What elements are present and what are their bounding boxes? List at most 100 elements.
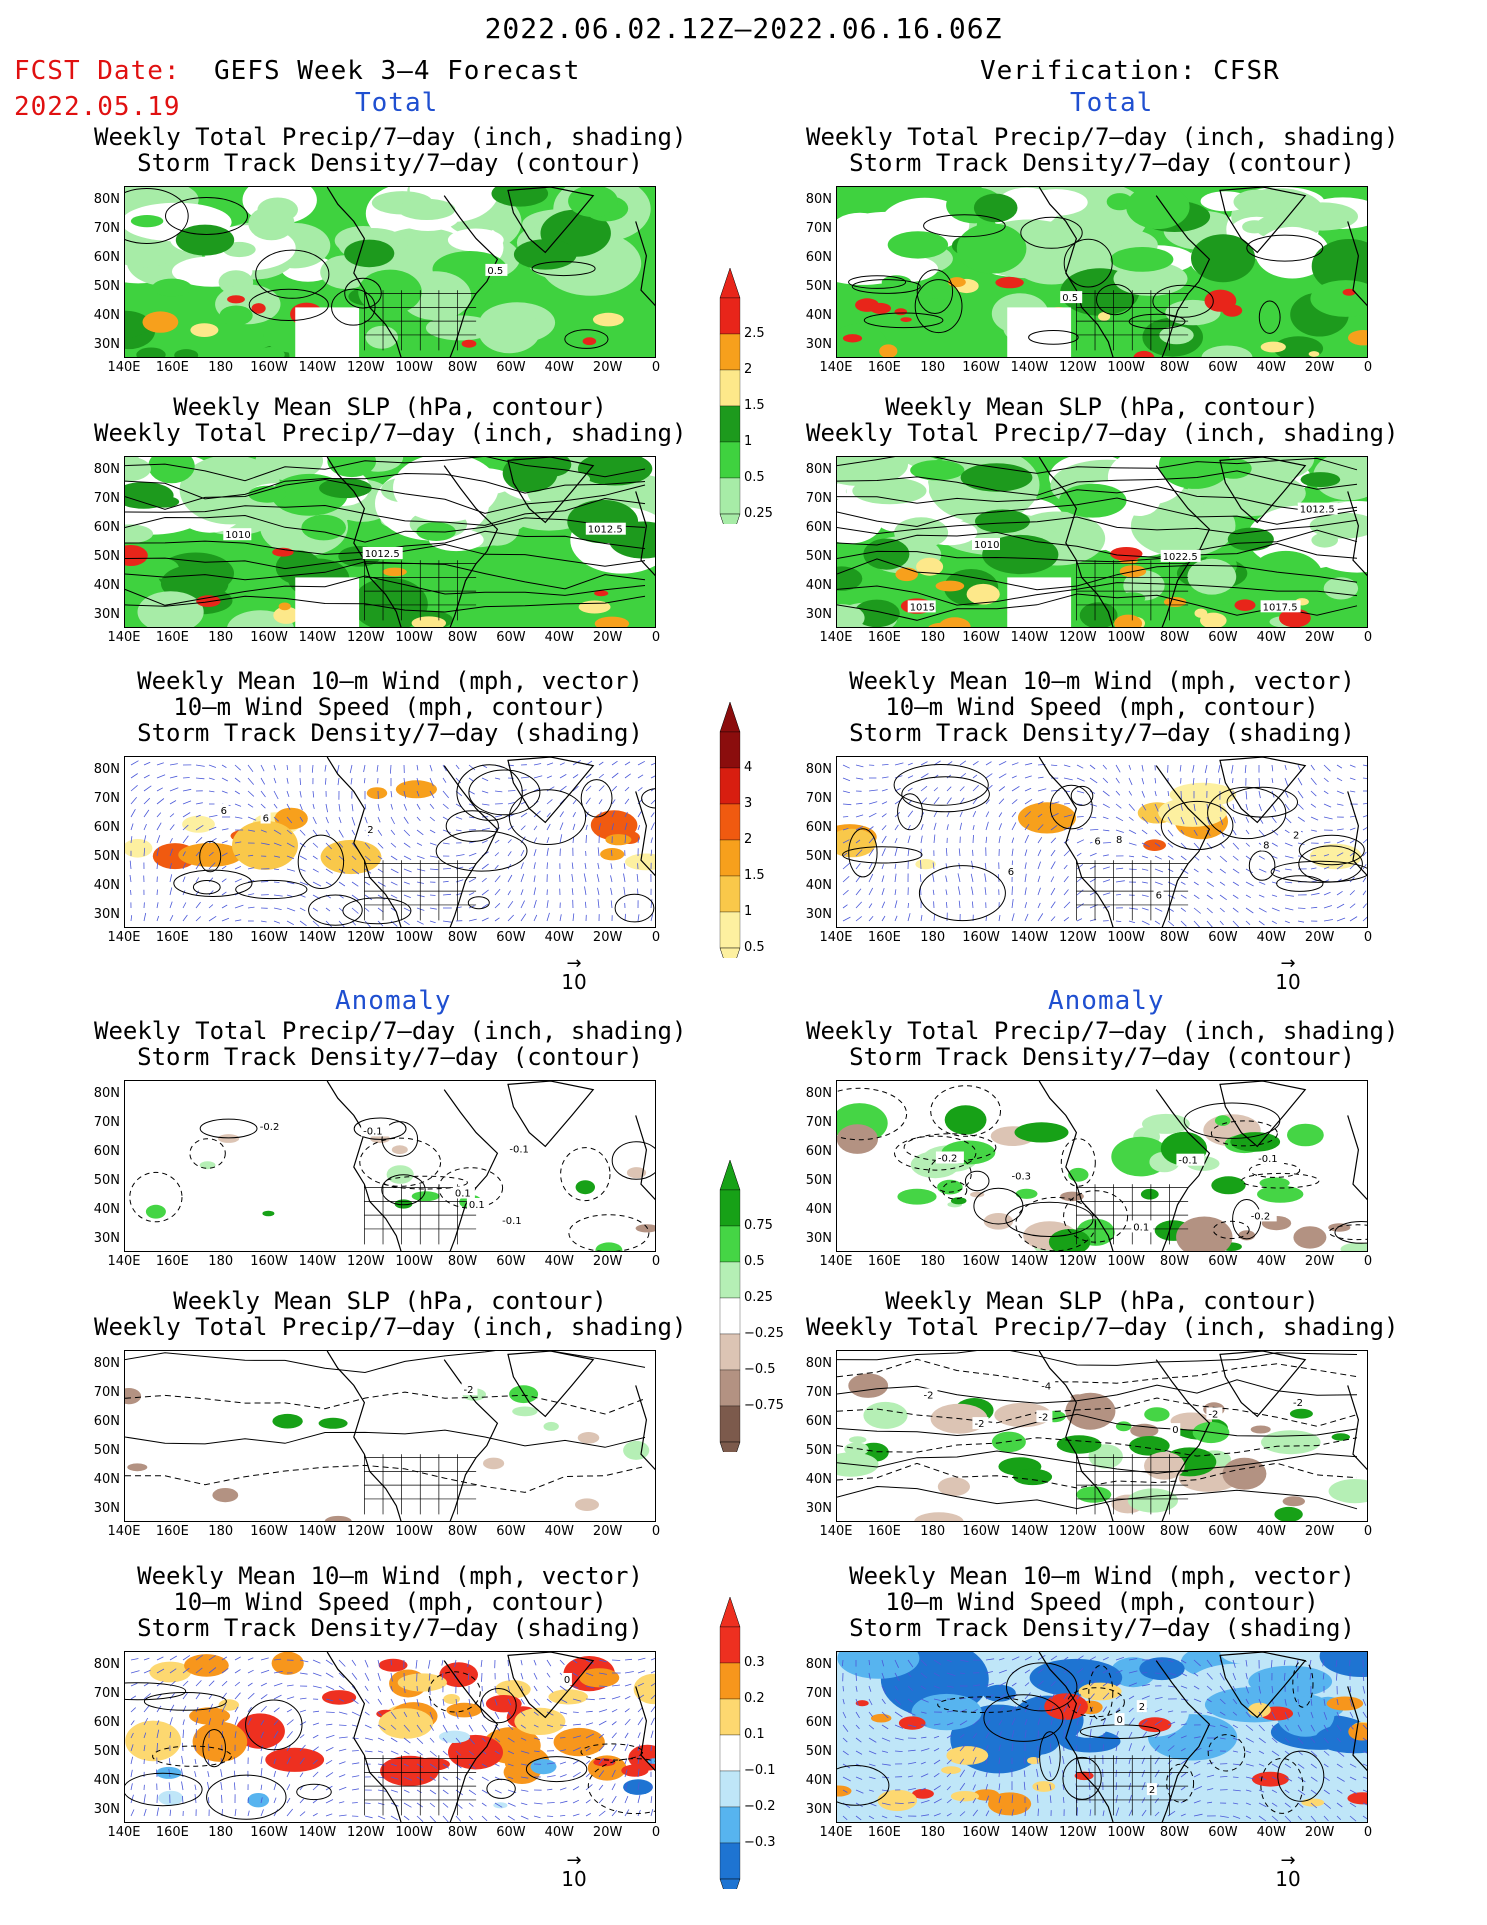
shading-blob [842, 334, 863, 343]
wind-vector [919, 874, 922, 883]
shading-blob [900, 317, 912, 322]
lon-tick: 160E [155, 1254, 189, 1269]
contour-label-bg [365, 823, 376, 836]
shading-blob [895, 567, 918, 582]
wind-vector [168, 1782, 171, 1791]
wind-vector [598, 1733, 605, 1739]
shading-blob [370, 1134, 391, 1144]
contour-line [129, 1171, 183, 1223]
contour-line [125, 1772, 203, 1807]
wind-vector [855, 839, 861, 844]
wind-vector [598, 1745, 605, 1752]
wind-vector [403, 855, 412, 860]
wind-vector [520, 1789, 529, 1792]
wind-vector [338, 1748, 347, 1752]
wind-vector [1193, 1800, 1201, 1804]
wind-vector [868, 1685, 872, 1692]
wind-vector [156, 762, 164, 766]
wind-vector [585, 1813, 591, 1817]
wind-vector [998, 798, 1005, 805]
wind-vector [1193, 1698, 1202, 1703]
wind-vector [221, 1703, 227, 1713]
wind-vector [881, 848, 886, 857]
shading-blob [1342, 288, 1356, 296]
shading-blob [324, 1515, 352, 1521]
lat-tick: 60N [93, 1715, 120, 1730]
wind-vector [598, 811, 602, 818]
lon-tick: 140E [819, 930, 853, 945]
wind-vector [286, 894, 293, 897]
lon-tick: 160E [155, 930, 189, 945]
wind-vector [624, 1658, 633, 1661]
wind-vector [390, 881, 398, 886]
wind-vector [1024, 787, 1032, 792]
wind-vector [1245, 842, 1250, 847]
shading-blob [1251, 1771, 1289, 1787]
wind-vector [1049, 1795, 1052, 1804]
contour-label: 1012.5 [588, 525, 623, 536]
shading-blob [975, 509, 1030, 534]
wind-vector [1336, 1711, 1340, 1719]
wind-vector [1089, 1809, 1092, 1817]
wind-vector [1336, 790, 1344, 795]
wind-vector [338, 920, 345, 927]
wind-vector [1193, 881, 1199, 886]
shading-blob [928, 622, 960, 627]
wind-vector [842, 1750, 849, 1756]
isobar-line [125, 561, 646, 590]
wind-vector [637, 1794, 641, 1804]
lat-tick: 30N [805, 1501, 832, 1516]
wind-vector [1167, 1672, 1177, 1676]
wind-vector [234, 816, 243, 819]
shading-blob [271, 1652, 304, 1675]
wind-vector [1037, 1680, 1044, 1687]
wind-vector [169, 800, 177, 805]
contour-line [1246, 234, 1324, 262]
wind-vector [611, 1721, 617, 1726]
colorbar-storm-anomaly: 0.3 0.2 0.1 −0.1 −0.2 −0.3 [718, 1596, 828, 1910]
wind-vector [1271, 842, 1278, 847]
wind-vector [455, 816, 463, 820]
wind-vector [572, 1672, 579, 1677]
wind-vector [1076, 816, 1084, 818]
shading-blob [478, 308, 541, 354]
wind-vector [1271, 1737, 1278, 1744]
shading-blob [1227, 527, 1274, 551]
wind-vector [468, 764, 476, 771]
wind-vector [907, 762, 913, 766]
wind-vector [1076, 877, 1082, 883]
wind-vector [881, 776, 889, 779]
wind-vector [984, 887, 987, 896]
wind-vector [1362, 1724, 1367, 1730]
wind-vector [494, 1698, 498, 1706]
wind-vector [1011, 848, 1014, 857]
lon-tick: 20W [1304, 1254, 1335, 1269]
wind-vector [1050, 801, 1060, 805]
lon-tick: 80W [447, 930, 478, 945]
wind-vector [221, 840, 228, 844]
wind-vector [584, 862, 587, 870]
shading-blob [1027, 1757, 1040, 1765]
wind-vector [195, 837, 203, 844]
vector-ref-verif-total: → 10 [1275, 953, 1301, 995]
contour-label: 6 [1094, 837, 1100, 848]
wind-vector [1115, 1755, 1118, 1765]
wind-vector [377, 1763, 386, 1766]
lon-tick: 160E [155, 1825, 189, 1840]
wind-vector [972, 1771, 976, 1778]
wind-vector [1193, 1685, 1200, 1690]
wind-vector [377, 1802, 385, 1806]
wind-vector [351, 1788, 359, 1791]
wind-vector [273, 855, 280, 858]
wind-vector [1049, 1755, 1052, 1765]
lon-tick: 120W [1058, 1254, 1097, 1269]
wind-vector [597, 862, 600, 870]
shading-blob [1287, 1123, 1324, 1147]
lat-tick: 50N [93, 1744, 120, 1759]
wind-vector [1284, 881, 1293, 884]
wind-vector [1102, 764, 1108, 770]
wind-vector [195, 1692, 201, 1700]
wind-vector [194, 1771, 197, 1778]
wind-vector [468, 1698, 471, 1706]
